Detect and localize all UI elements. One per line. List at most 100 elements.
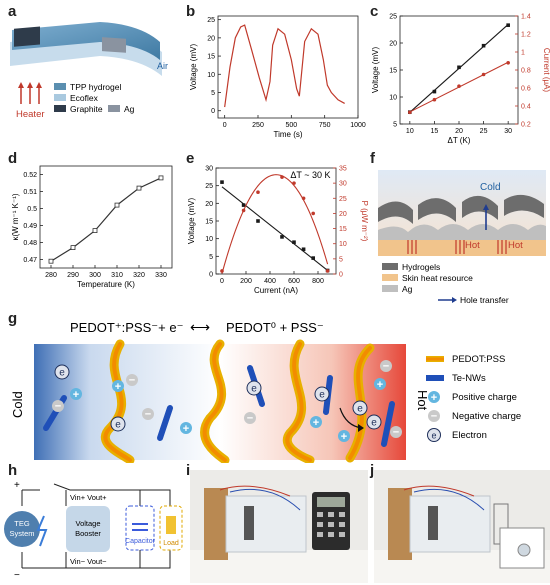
blue-wire	[413, 488, 485, 511]
h-wires	[21, 483, 171, 569]
x-tick-label: 0	[220, 278, 224, 285]
legend-label: PEDOT:PSS	[452, 354, 505, 365]
teg-label-2: System	[9, 529, 34, 538]
legend-label: Ecoflex	[70, 93, 99, 103]
negative-charge-icon	[126, 374, 138, 386]
f-hot-label-1: Hot	[465, 240, 480, 251]
y-tick-label: 15	[207, 54, 215, 61]
x-tick-label: 280	[45, 272, 57, 279]
data-point	[280, 175, 284, 179]
electron-icon	[352, 400, 368, 416]
booster-box	[66, 506, 110, 552]
chart-d: 280 290 300 310 320 330 0.47 0.48 0.49 0.5 0.51 0.5…	[11, 165, 173, 289]
panel-label-h: h	[8, 462, 18, 479]
y2-tick-label: 20	[339, 211, 347, 218]
x-tick-label: 25	[480, 128, 488, 135]
positive-charge-icon	[180, 422, 192, 434]
chart-annotation: ΔT ~ 30 K	[290, 170, 330, 180]
y2-tick-label: 0.8	[521, 68, 531, 75]
g-hot-label: Hot	[415, 390, 430, 411]
electron-icon	[54, 364, 70, 380]
y-tick-label: 10	[207, 72, 215, 79]
negative-charge-icon	[244, 412, 256, 424]
heater-arrows	[18, 82, 42, 104]
data-point	[506, 61, 510, 65]
legend-label: Hydrogels	[402, 262, 440, 272]
h-vin-minus: Vin− Vout−	[70, 557, 107, 566]
series-line	[224, 24, 345, 108]
plot-frame	[215, 167, 337, 275]
panel-label-b: b	[186, 3, 196, 20]
data-point	[311, 211, 315, 216]
calculator-screen	[317, 497, 345, 507]
booster-label-1: Voltage	[75, 519, 100, 528]
x-tick-label: 300	[89, 272, 101, 279]
positive-charge-icon	[112, 380, 124, 392]
panel-label-f: f	[370, 150, 375, 167]
y-tick-label: 20	[207, 35, 215, 42]
device-plate	[225, 495, 307, 553]
x-tick-label: 1000	[350, 122, 366, 129]
x-axis-label: Temperature (K)	[77, 280, 135, 289]
legend-swatch-graphite	[54, 105, 66, 112]
data-point	[48, 258, 54, 264]
panel-i-photo	[190, 470, 368, 583]
panel-label-d: d	[8, 150, 18, 167]
heater-label: Heater	[16, 109, 45, 120]
y2-tick-label: 0.2	[521, 122, 531, 129]
load-label: Load	[163, 540, 179, 547]
legend-label: Electron	[452, 430, 487, 441]
minus-glyph: −	[393, 427, 399, 439]
graphite-electrode	[14, 26, 40, 47]
data-point	[481, 72, 486, 77]
y-tick-label: 0.47	[23, 257, 37, 264]
legend-swatch	[382, 274, 398, 281]
legend-swatch	[382, 285, 398, 292]
y-tick-label: 5	[209, 254, 213, 261]
x-axis-label: ΔT (K)	[448, 136, 471, 145]
data-point	[301, 247, 306, 252]
legend-label: Graphite	[70, 104, 103, 114]
x-tick-label: 320	[133, 272, 145, 279]
data-point	[301, 196, 306, 201]
y2-tick-label: 1.4	[521, 14, 531, 21]
inset-device	[517, 543, 531, 557]
plus-glyph: +	[377, 379, 383, 391]
calculator-keys	[317, 512, 345, 537]
plus-glyph: +	[73, 389, 79, 401]
y2-tick-label: 0	[339, 272, 343, 279]
x-tick-label: 600	[288, 278, 300, 285]
x-tick-label: 800	[312, 278, 324, 285]
y-tick-label: 0.49	[23, 223, 37, 230]
f-heat-arrows	[407, 240, 507, 254]
panel-label-c: c	[370, 3, 379, 20]
y-axis-label: κ(W m⁻¹ K⁻¹)	[11, 193, 20, 240]
electron-glyph: e	[319, 390, 325, 401]
y-tick-label: 0.48	[23, 240, 37, 247]
x-tick-label: 330	[155, 272, 167, 279]
fit-line	[221, 186, 328, 271]
x-axis-label: Time (s)	[273, 130, 302, 139]
legend-arrowhead	[452, 297, 457, 303]
panel-j-photo	[374, 470, 550, 583]
x-tick-label: 750	[319, 122, 331, 129]
electron-glyph: e	[357, 404, 363, 415]
legend-swatch-tenw	[426, 375, 444, 381]
y-tick-label: 0.52	[23, 172, 37, 179]
hydrogel-segments	[378, 194, 544, 224]
y2-tick-label: 30	[339, 181, 347, 188]
y-tick-label: 0	[209, 272, 213, 279]
minus-glyph: −	[383, 361, 389, 373]
plot-frame	[39, 165, 173, 269]
panel-g-legend: PEDOT:PSS Te-NWs + Positive charge − Negative…	[426, 354, 521, 442]
x-axis-label: Current (nA)	[254, 286, 298, 295]
electron-glyph: e	[115, 420, 121, 431]
y2-tick-label: 1.2	[521, 32, 531, 39]
data-point	[241, 203, 246, 207]
y-tick-label: 15	[205, 219, 213, 226]
legend-label: TPP hydrogel	[70, 82, 121, 92]
y-tick-label: 5	[211, 90, 215, 97]
data-point	[292, 181, 296, 185]
y-tick-label: 10	[389, 95, 397, 102]
